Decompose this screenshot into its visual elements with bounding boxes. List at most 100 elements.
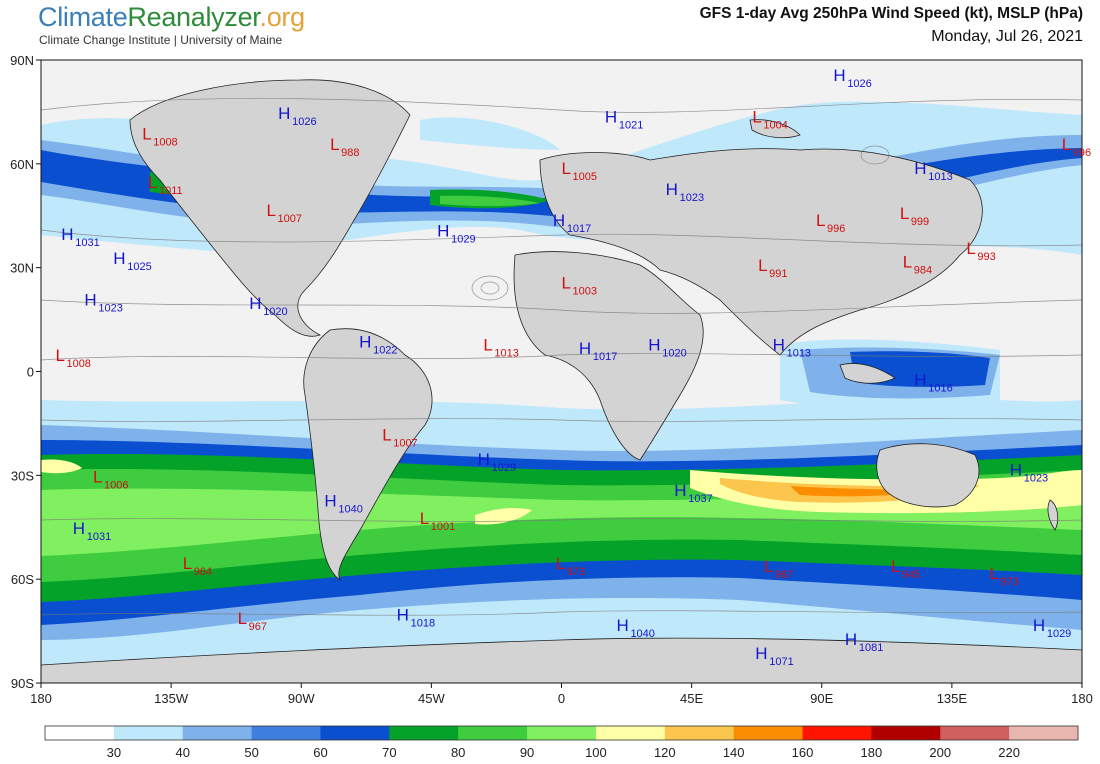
- pressure-center-letter: L: [483, 336, 492, 355]
- pressure-center-letter: L: [238, 609, 247, 628]
- low-pressure-center: L 1008: [142, 125, 177, 149]
- pressure-center-value: 1005: [573, 171, 597, 183]
- pressure-center-value: 1029: [451, 234, 475, 246]
- map-field: [41, 60, 1082, 683]
- high-pressure-center: H 1020: [249, 294, 287, 318]
- pressure-center-letter: L: [382, 426, 391, 445]
- logo-part-reanalyzer: Reanalyzer: [127, 2, 260, 32]
- pressure-center-value: 973: [1000, 576, 1018, 588]
- low-pressure-center: L 1003: [562, 273, 597, 297]
- low-pressure-center: L 1006: [93, 467, 128, 491]
- pressure-center-letter: L: [55, 346, 64, 365]
- high-pressure-center: H 1023: [1010, 460, 1048, 484]
- high-pressure-center: H 1013: [773, 336, 811, 360]
- lon-tick-label: 180: [30, 691, 52, 706]
- colorbar-swatch: [1009, 726, 1079, 740]
- colorbar-label: 200: [929, 745, 951, 760]
- pressure-center-letter: L: [148, 173, 157, 192]
- pressure-center-letter: H: [666, 180, 678, 199]
- pressure-center-letter: H: [61, 225, 73, 244]
- colorbar-swatch: [595, 726, 666, 740]
- colorbar-label: 60: [313, 745, 327, 760]
- pressure-center-value: 1026: [292, 116, 316, 128]
- colorbar-swatch: [113, 726, 184, 740]
- pressure-center-value: 984: [914, 265, 932, 277]
- pressure-center-letter: H: [833, 66, 845, 85]
- low-pressure-center: L 996: [1062, 135, 1091, 159]
- pressure-center-value: 1031: [75, 237, 99, 249]
- site-logo[interactable]: ClimateReanalyzer.org: [38, 2, 305, 32]
- colorbar-swatch: [45, 726, 115, 740]
- high-pressure-center: H 1040: [616, 616, 654, 640]
- pressure-center-letter: H: [616, 616, 628, 635]
- pressure-center-value: 1016: [928, 382, 952, 394]
- high-pressure-center: H 1013: [914, 159, 952, 183]
- pressure-center-value: 1007: [278, 213, 302, 225]
- pressure-center-value: 1013: [494, 348, 518, 360]
- low-pressure-center: L 945: [891, 557, 920, 581]
- colorbar-label: 80: [451, 745, 465, 760]
- pressure-center-letter: H: [773, 336, 785, 355]
- pressure-center-value: 1022: [373, 344, 397, 356]
- lon-tick-label: 135W: [154, 691, 189, 706]
- high-pressure-center: H 1017: [553, 211, 591, 235]
- high-pressure-center: H 1037: [674, 481, 712, 505]
- high-pressure-center: H 1025: [113, 249, 151, 273]
- pressure-center-value: 967: [249, 621, 267, 633]
- pressure-center-value: 1037: [688, 493, 712, 505]
- pressure-center-letter: H: [1010, 460, 1022, 479]
- colorbar-label: 70: [382, 745, 396, 760]
- pressure-center-letter: H: [359, 332, 371, 351]
- pressure-center-letter: H: [605, 107, 617, 126]
- lat-tick-label: 90N: [10, 53, 34, 68]
- pressure-center-value: 1013: [787, 348, 811, 360]
- pressure-center-value: 1025: [127, 261, 151, 273]
- colorbar-frame: [44, 725, 1079, 741]
- pressure-center-letter: H: [478, 450, 490, 469]
- pressure-center-letter: L: [562, 273, 571, 292]
- pressure-center-letter: L: [562, 159, 571, 178]
- pressure-center-value: 1001: [431, 521, 455, 533]
- high-pressure-center: H 1029: [478, 450, 516, 474]
- pressure-center-letter: L: [900, 204, 909, 223]
- pressure-center-value: 1011: [159, 185, 183, 197]
- low-pressure-center: L 1007: [267, 201, 302, 225]
- pressure-center-letter: H: [278, 104, 290, 123]
- pressure-center-letter: H: [579, 339, 591, 358]
- high-pressure-center: H 1023: [84, 291, 122, 315]
- pressure-center-letter: H: [113, 249, 125, 268]
- pressure-center-value: 1071: [769, 656, 793, 668]
- pressure-center-value: 996: [1073, 147, 1091, 159]
- high-pressure-center: H 1022: [359, 332, 397, 356]
- lon-tick-label: 45W: [418, 691, 445, 706]
- pressure-center-value: 1029: [492, 462, 516, 474]
- low-pressure-center: L 988: [330, 135, 359, 159]
- low-pressure-center: L 1005: [562, 159, 597, 183]
- colorbar-label: 140: [723, 745, 745, 760]
- low-pressure-center: L 1008: [55, 346, 90, 370]
- site-affiliation: Climate Change Institute | University of…: [39, 33, 283, 47]
- lon-tick-label: 45E: [680, 691, 703, 706]
- pressure-center-letter: H: [397, 606, 409, 625]
- lon-tick-label: 90E: [810, 691, 833, 706]
- pressure-center-value: 964: [194, 566, 212, 578]
- pressure-center-letter: L: [752, 107, 761, 126]
- pressure-center-letter: L: [816, 211, 825, 230]
- pressure-center-value: 999: [911, 216, 929, 228]
- pressure-center-letter: H: [755, 644, 767, 663]
- colorbar-label: 220: [998, 745, 1020, 760]
- colorbar-swatch: [871, 726, 941, 740]
- colorbar-label: 50: [244, 745, 258, 760]
- low-pressure-center: L 999: [900, 204, 929, 228]
- low-pressure-center: L 1007: [382, 426, 417, 450]
- streamlines: [41, 98, 1082, 616]
- colorbar: 30 40 50 60 70 80 90 100 120 140 160 180 200 220: [44, 725, 1079, 760]
- pressure-center-value: 1017: [593, 351, 617, 363]
- pressure-center-value: 1081: [859, 642, 883, 654]
- pressure-center-letter: L: [1062, 135, 1071, 154]
- lat-tick-label: 30S: [11, 468, 34, 483]
- pressure-center-value: 967: [775, 569, 793, 581]
- pressure-center-value: 1008: [66, 358, 90, 370]
